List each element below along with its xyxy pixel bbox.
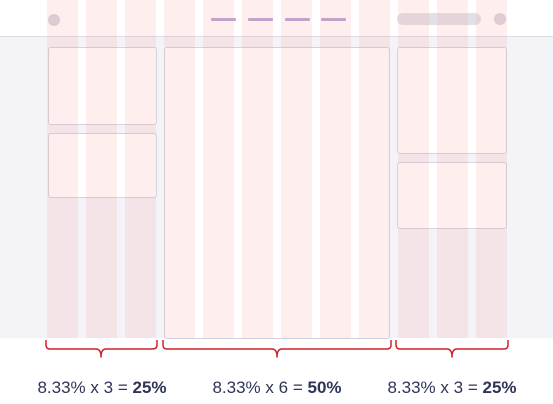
nav-dash-1 [211, 18, 236, 21]
brace-center [162, 340, 392, 358]
caption-right: 8.33% x 3 = 25% [387, 378, 517, 397]
grid-column-12 [476, 0, 507, 338]
caption-right-result: 25% [482, 378, 517, 397]
grid-column-9 [359, 0, 390, 338]
span-braces [45, 340, 509, 358]
avatar-dot [494, 13, 506, 25]
brace-right [395, 340, 509, 358]
caption-center-result: 50% [307, 378, 342, 397]
grid-column-5 [203, 0, 234, 338]
caption-left: 8.33% x 3 = 25% [37, 378, 167, 397]
brace-left [45, 340, 158, 358]
grid-column-1 [47, 0, 78, 338]
grid-column-11 [437, 0, 468, 338]
grid-column-3 [125, 0, 156, 338]
left-card-top [48, 47, 157, 125]
grid-column-7 [281, 0, 312, 338]
right-card-top [397, 47, 507, 154]
header-bar [0, 0, 553, 37]
logo-dot [48, 14, 60, 26]
search-pill [397, 13, 481, 25]
left-card-bottom [48, 133, 157, 198]
grid-column-2 [86, 0, 117, 338]
caption-left-result: 25% [132, 378, 167, 397]
grid-column-8 [320, 0, 351, 338]
nav-dash-3 [285, 18, 310, 21]
nav-dash-2 [248, 18, 273, 21]
grid-column-4 [164, 0, 195, 338]
grid-column-10 [398, 0, 429, 338]
caption-center: 8.33% x 6 = 50% [212, 378, 342, 397]
nav-dash-4 [321, 18, 346, 21]
grid-column-6 [242, 0, 273, 338]
right-card-bottom [397, 162, 507, 229]
center-card [164, 47, 390, 339]
